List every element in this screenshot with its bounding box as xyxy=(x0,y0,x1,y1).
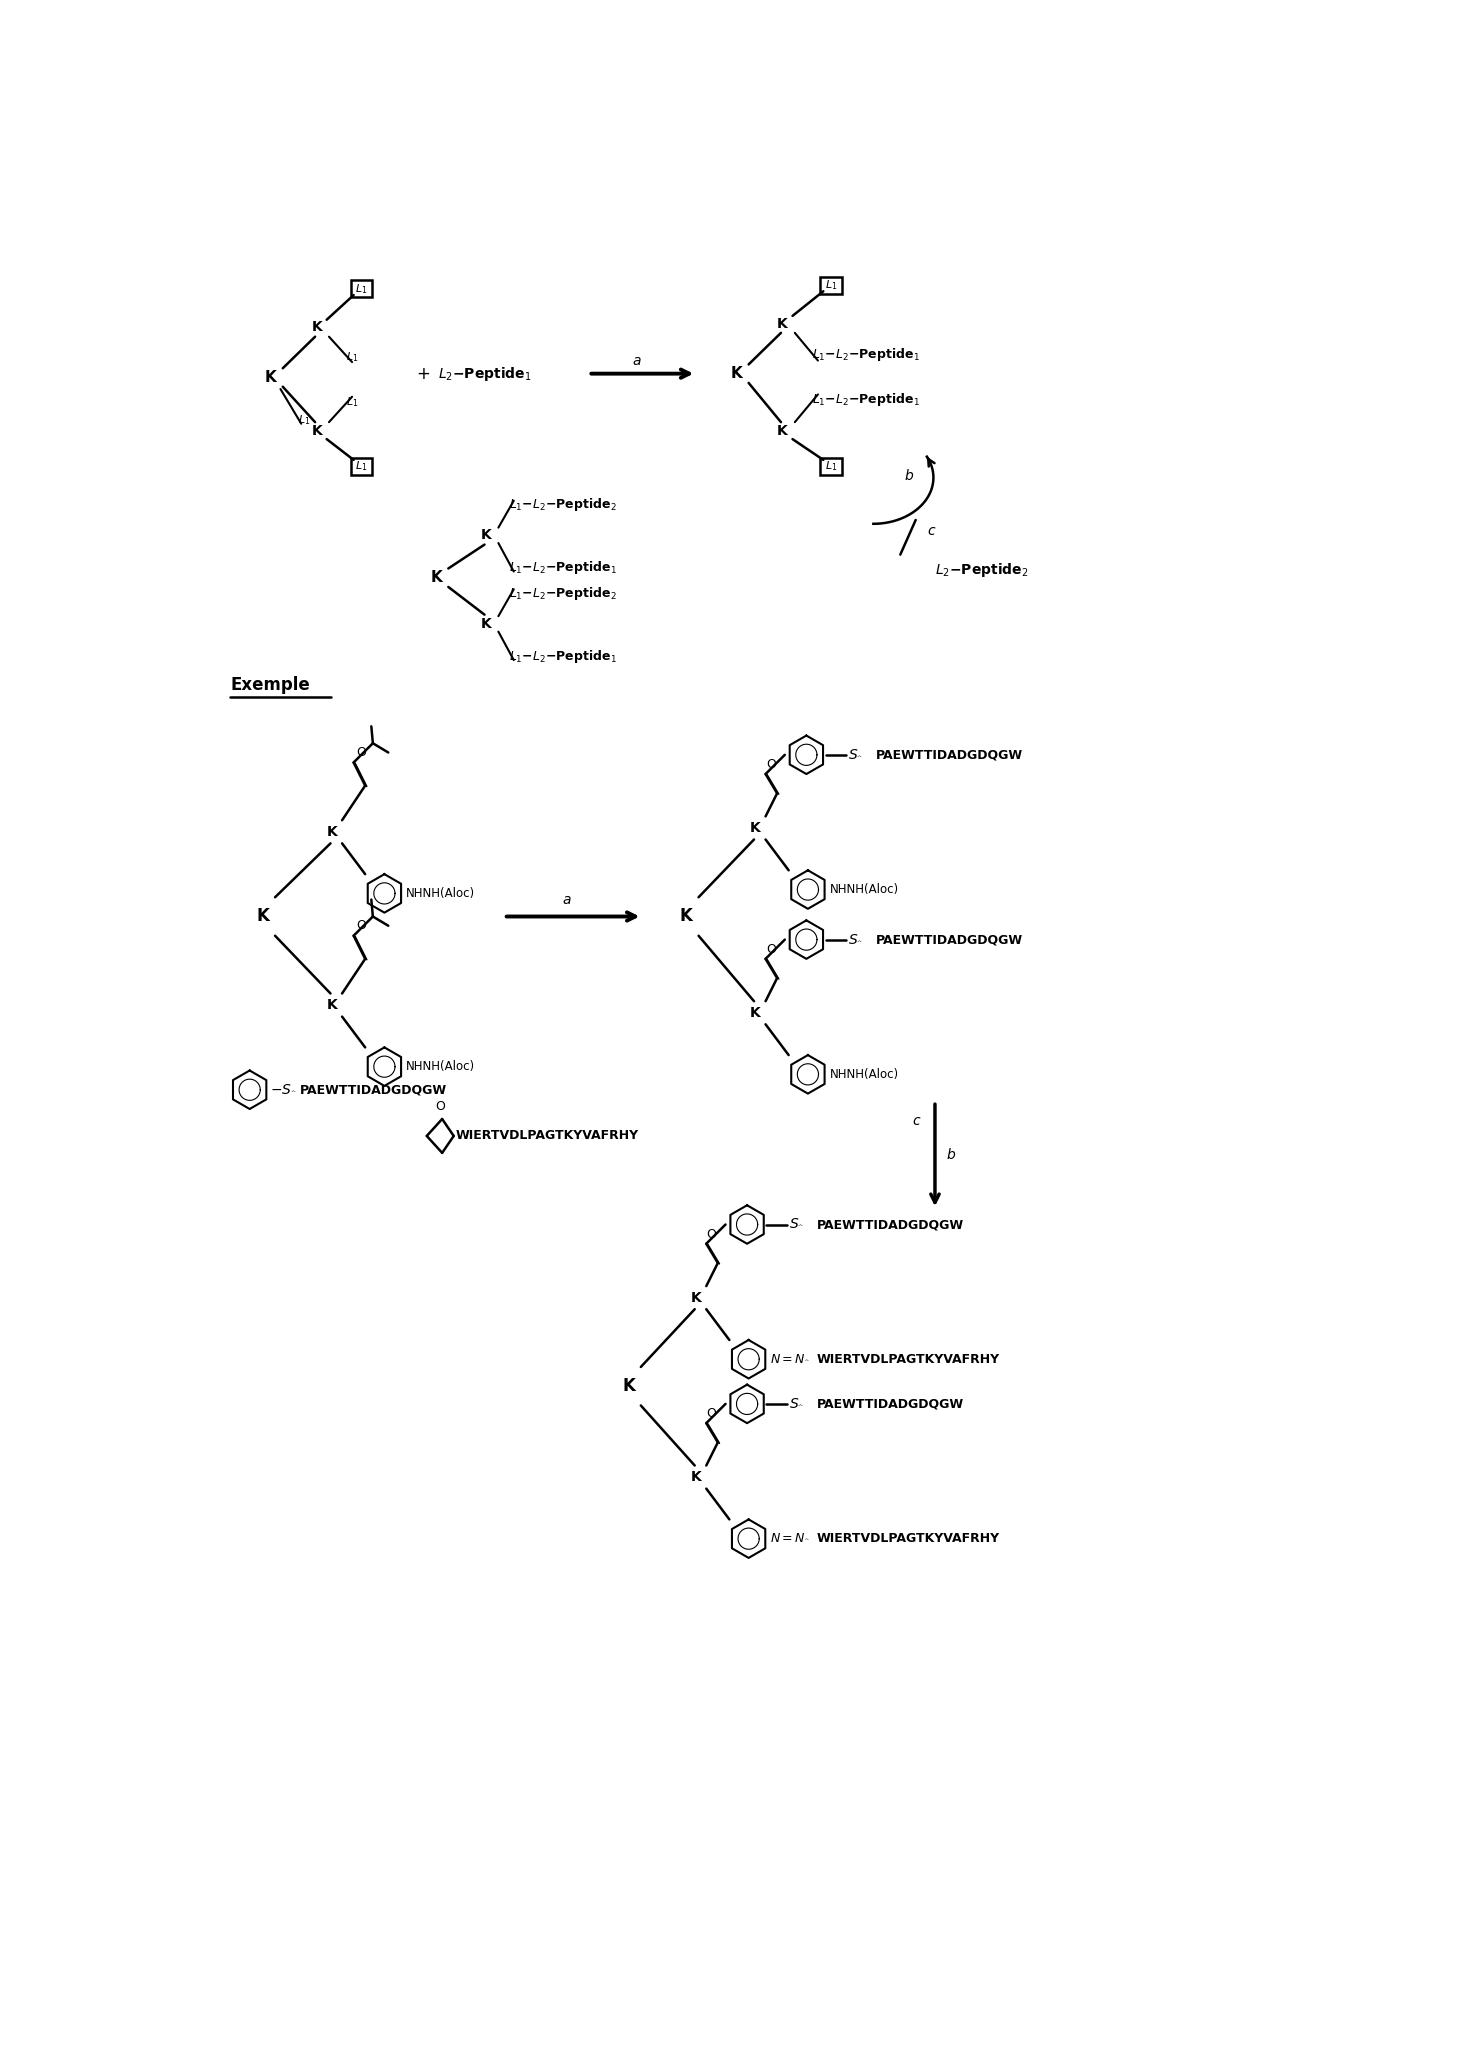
Text: K: K xyxy=(690,1469,702,1484)
Text: O: O xyxy=(766,758,776,771)
Text: NHNH(Aloc): NHNH(Aloc) xyxy=(829,884,898,896)
Text: $-S\widehat{\ }$: $-S\widehat{\ }$ xyxy=(270,1083,298,1097)
Text: PAEWTTIDADGDQGW: PAEWTTIDADGDQGW xyxy=(876,933,1022,945)
Text: $S\widehat{\ }$: $S\widehat{\ }$ xyxy=(848,933,863,947)
Text: K: K xyxy=(690,1291,702,1305)
Text: $L_1\mathbf{-}L_2\mathbf{-Peptide}_1$: $L_1\mathbf{-}L_2\mathbf{-Peptide}_1$ xyxy=(811,345,919,364)
Text: K: K xyxy=(326,999,338,1011)
Text: a: a xyxy=(562,892,571,906)
Bar xyxy=(820,458,842,475)
Text: O: O xyxy=(357,746,366,758)
Text: PAEWTTIDADGDQGW: PAEWTTIDADGDQGW xyxy=(816,1397,963,1410)
Text: Exemple: Exemple xyxy=(230,676,310,695)
Bar xyxy=(351,458,372,475)
Text: PAEWTTIDADGDQGW: PAEWTTIDADGDQGW xyxy=(299,1083,447,1095)
Text: $S\widehat{\ }$: $S\widehat{\ }$ xyxy=(789,1397,804,1412)
Text: $L_2\mathbf{-Peptide}_1$: $L_2\mathbf{-Peptide}_1$ xyxy=(438,364,532,382)
Text: $L_1$: $L_1$ xyxy=(347,395,358,409)
Text: $S\widehat{\ }$: $S\widehat{\ }$ xyxy=(789,1217,804,1231)
Text: $S\widehat{\ }$: $S\widehat{\ }$ xyxy=(848,748,863,762)
Text: $L_2\mathbf{-Peptide}_2$: $L_2\mathbf{-Peptide}_2$ xyxy=(935,561,1028,580)
Text: $L_1$: $L_1$ xyxy=(355,282,367,296)
Text: K: K xyxy=(311,425,322,438)
Text: $N=N\widehat{\ }$: $N=N\widehat{\ }$ xyxy=(770,1533,810,1545)
Text: a: a xyxy=(633,353,642,368)
Text: NHNH(Aloc): NHNH(Aloc) xyxy=(406,1060,475,1073)
Text: NHNH(Aloc): NHNH(Aloc) xyxy=(829,1069,898,1081)
Text: $L_1$: $L_1$ xyxy=(825,458,838,473)
Text: c: c xyxy=(928,524,935,538)
Text: K: K xyxy=(481,616,491,631)
Text: $L_1\mathbf{-}L_2\mathbf{-Peptide}_2$: $L_1\mathbf{-}L_2\mathbf{-Peptide}_2$ xyxy=(509,495,617,514)
Text: $L_1$: $L_1$ xyxy=(825,277,838,292)
Text: $+$: $+$ xyxy=(416,364,431,382)
Bar xyxy=(351,279,372,298)
Text: $L_1\mathbf{-}L_2\mathbf{-Peptide}_2$: $L_1\mathbf{-}L_2\mathbf{-Peptide}_2$ xyxy=(509,584,617,602)
Text: $L_1\mathbf{-}L_2\mathbf{-Peptide}_1$: $L_1\mathbf{-}L_2\mathbf{-Peptide}_1$ xyxy=(509,647,617,664)
Text: K: K xyxy=(777,425,788,438)
Text: PAEWTTIDADGDQGW: PAEWTTIDADGDQGW xyxy=(876,748,1022,760)
Text: $N=N\widehat{\ }$: $N=N\widehat{\ }$ xyxy=(770,1352,810,1367)
Text: PAEWTTIDADGDQGW: PAEWTTIDADGDQGW xyxy=(816,1219,963,1231)
Text: K: K xyxy=(622,1377,634,1395)
Text: O: O xyxy=(707,1229,717,1241)
Text: NHNH(Aloc): NHNH(Aloc) xyxy=(406,888,475,900)
Text: K: K xyxy=(730,366,742,380)
Text: WIERTVDLPAGTKYVAFRHY: WIERTVDLPAGTKYVAFRHY xyxy=(456,1130,639,1143)
Text: K: K xyxy=(481,528,491,543)
Text: b: b xyxy=(947,1149,956,1163)
Bar xyxy=(820,277,842,294)
Text: $L_1$: $L_1$ xyxy=(347,349,358,364)
Text: K: K xyxy=(431,569,442,586)
Text: WIERTVDLPAGTKYVAFRHY: WIERTVDLPAGTKYVAFRHY xyxy=(816,1352,1000,1367)
Text: K: K xyxy=(777,316,788,331)
Text: b: b xyxy=(904,469,913,483)
Text: K: K xyxy=(326,824,338,838)
Text: O: O xyxy=(435,1099,445,1114)
Text: K: K xyxy=(257,908,270,925)
Text: O: O xyxy=(707,1408,717,1420)
Text: $L_1\mathbf{-}L_2\mathbf{-Peptide}_1$: $L_1\mathbf{-}L_2\mathbf{-Peptide}_1$ xyxy=(811,390,919,407)
Text: K: K xyxy=(751,1005,761,1019)
Text: $L_1$: $L_1$ xyxy=(298,413,311,427)
Text: K: K xyxy=(680,908,693,925)
Text: K: K xyxy=(264,370,276,384)
Text: K: K xyxy=(751,820,761,834)
Text: O: O xyxy=(357,919,366,933)
Text: $L_1\mathbf{-}L_2\mathbf{-Peptide}_1$: $L_1\mathbf{-}L_2\mathbf{-Peptide}_1$ xyxy=(509,559,617,575)
Text: O: O xyxy=(766,943,776,956)
Text: K: K xyxy=(311,321,322,335)
Text: $L_1$: $L_1$ xyxy=(355,458,367,473)
Text: c: c xyxy=(912,1114,919,1128)
Text: WIERTVDLPAGTKYVAFRHY: WIERTVDLPAGTKYVAFRHY xyxy=(816,1533,1000,1545)
